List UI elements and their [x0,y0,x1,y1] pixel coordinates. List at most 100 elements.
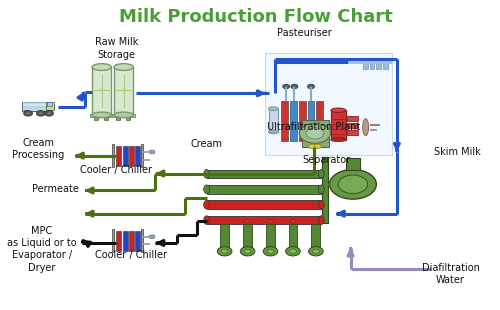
Circle shape [26,112,30,115]
Circle shape [312,249,320,254]
Bar [206,185,321,193]
Bar [370,62,374,69]
Bar [290,101,297,141]
Ellipse shape [318,170,324,178]
Ellipse shape [114,64,134,70]
Text: Milk Production Flow Chart: Milk Production Flow Chart [118,8,392,26]
Circle shape [149,235,155,239]
Ellipse shape [204,200,210,209]
Bar [322,157,328,223]
Bar [122,231,128,251]
Ellipse shape [268,107,278,111]
Bar [116,117,120,120]
Bar [104,117,108,120]
Circle shape [330,170,376,199]
Bar [268,109,278,132]
Bar [116,231,121,251]
Text: Pasteuriser: Pasteuriser [278,28,332,38]
Bar [22,102,52,111]
Bar [94,117,98,120]
Text: Ultrafiltration Plant: Ultrafiltration Plant [268,122,360,132]
Circle shape [244,249,251,254]
Ellipse shape [204,185,210,193]
Circle shape [300,123,330,143]
Text: MPC
as Liquid or to
Evaporator /
Dryer: MPC as Liquid or to Evaporator / Dryer [7,226,76,273]
Bar [302,120,328,147]
Bar [206,216,321,224]
Circle shape [338,175,368,193]
Ellipse shape [318,216,324,224]
Bar [116,146,121,166]
Bar [129,146,134,166]
Ellipse shape [331,138,345,141]
Ellipse shape [92,112,112,118]
Text: ★: ★ [98,87,105,93]
Circle shape [221,249,228,254]
Bar [136,146,140,166]
Bar [347,130,358,135]
Bar [265,53,392,155]
Bar [22,102,52,104]
Circle shape [268,219,274,223]
Bar [299,101,306,141]
Bar [281,101,288,141]
Text: Cooler / Chiller: Cooler / Chiller [80,166,152,175]
Ellipse shape [268,130,278,134]
Bar [308,101,314,141]
Text: Skim Milk: Skim Milk [434,147,481,157]
Bar [288,224,298,248]
Bar [112,229,114,252]
Ellipse shape [331,108,345,113]
Ellipse shape [114,112,134,118]
Ellipse shape [362,119,368,136]
Bar [312,224,320,248]
Bar [141,229,142,252]
Bar [24,110,28,113]
Bar [316,101,323,141]
Bar [46,102,52,106]
Bar [331,110,345,140]
Circle shape [24,111,32,116]
Text: ★: ★ [120,87,127,93]
Bar [266,224,275,248]
Circle shape [36,111,45,116]
Bar [126,117,130,120]
Bar [136,231,140,251]
Bar [376,62,382,69]
Circle shape [286,247,300,256]
Circle shape [44,111,54,116]
Bar [141,144,142,167]
Bar [129,231,134,251]
Circle shape [244,219,250,223]
Text: Permeate: Permeate [32,184,79,194]
Text: Diafiltration
Water: Diafiltration Water [422,263,480,285]
Circle shape [47,112,51,115]
Bar [220,224,229,248]
Ellipse shape [204,216,210,224]
Bar [92,67,112,115]
Bar [243,224,252,248]
Bar [22,104,52,106]
Bar [206,170,321,178]
Circle shape [290,249,296,254]
Bar [347,117,358,121]
Bar [114,67,134,115]
Bar [383,62,388,69]
Circle shape [314,144,321,148]
Circle shape [149,150,155,154]
Text: Cream: Cream [190,139,222,149]
Circle shape [291,84,298,89]
Ellipse shape [318,185,324,193]
Text: Cooler / Chiller: Cooler / Chiller [95,250,167,260]
Ellipse shape [318,200,324,209]
Bar [112,114,136,117]
Circle shape [282,84,290,89]
Circle shape [308,247,323,256]
Ellipse shape [204,170,210,178]
Ellipse shape [92,64,112,70]
Bar [347,123,358,128]
Text: Cream
Processing: Cream Processing [12,138,64,160]
Circle shape [240,247,255,256]
Circle shape [306,128,324,139]
Bar [112,144,114,167]
